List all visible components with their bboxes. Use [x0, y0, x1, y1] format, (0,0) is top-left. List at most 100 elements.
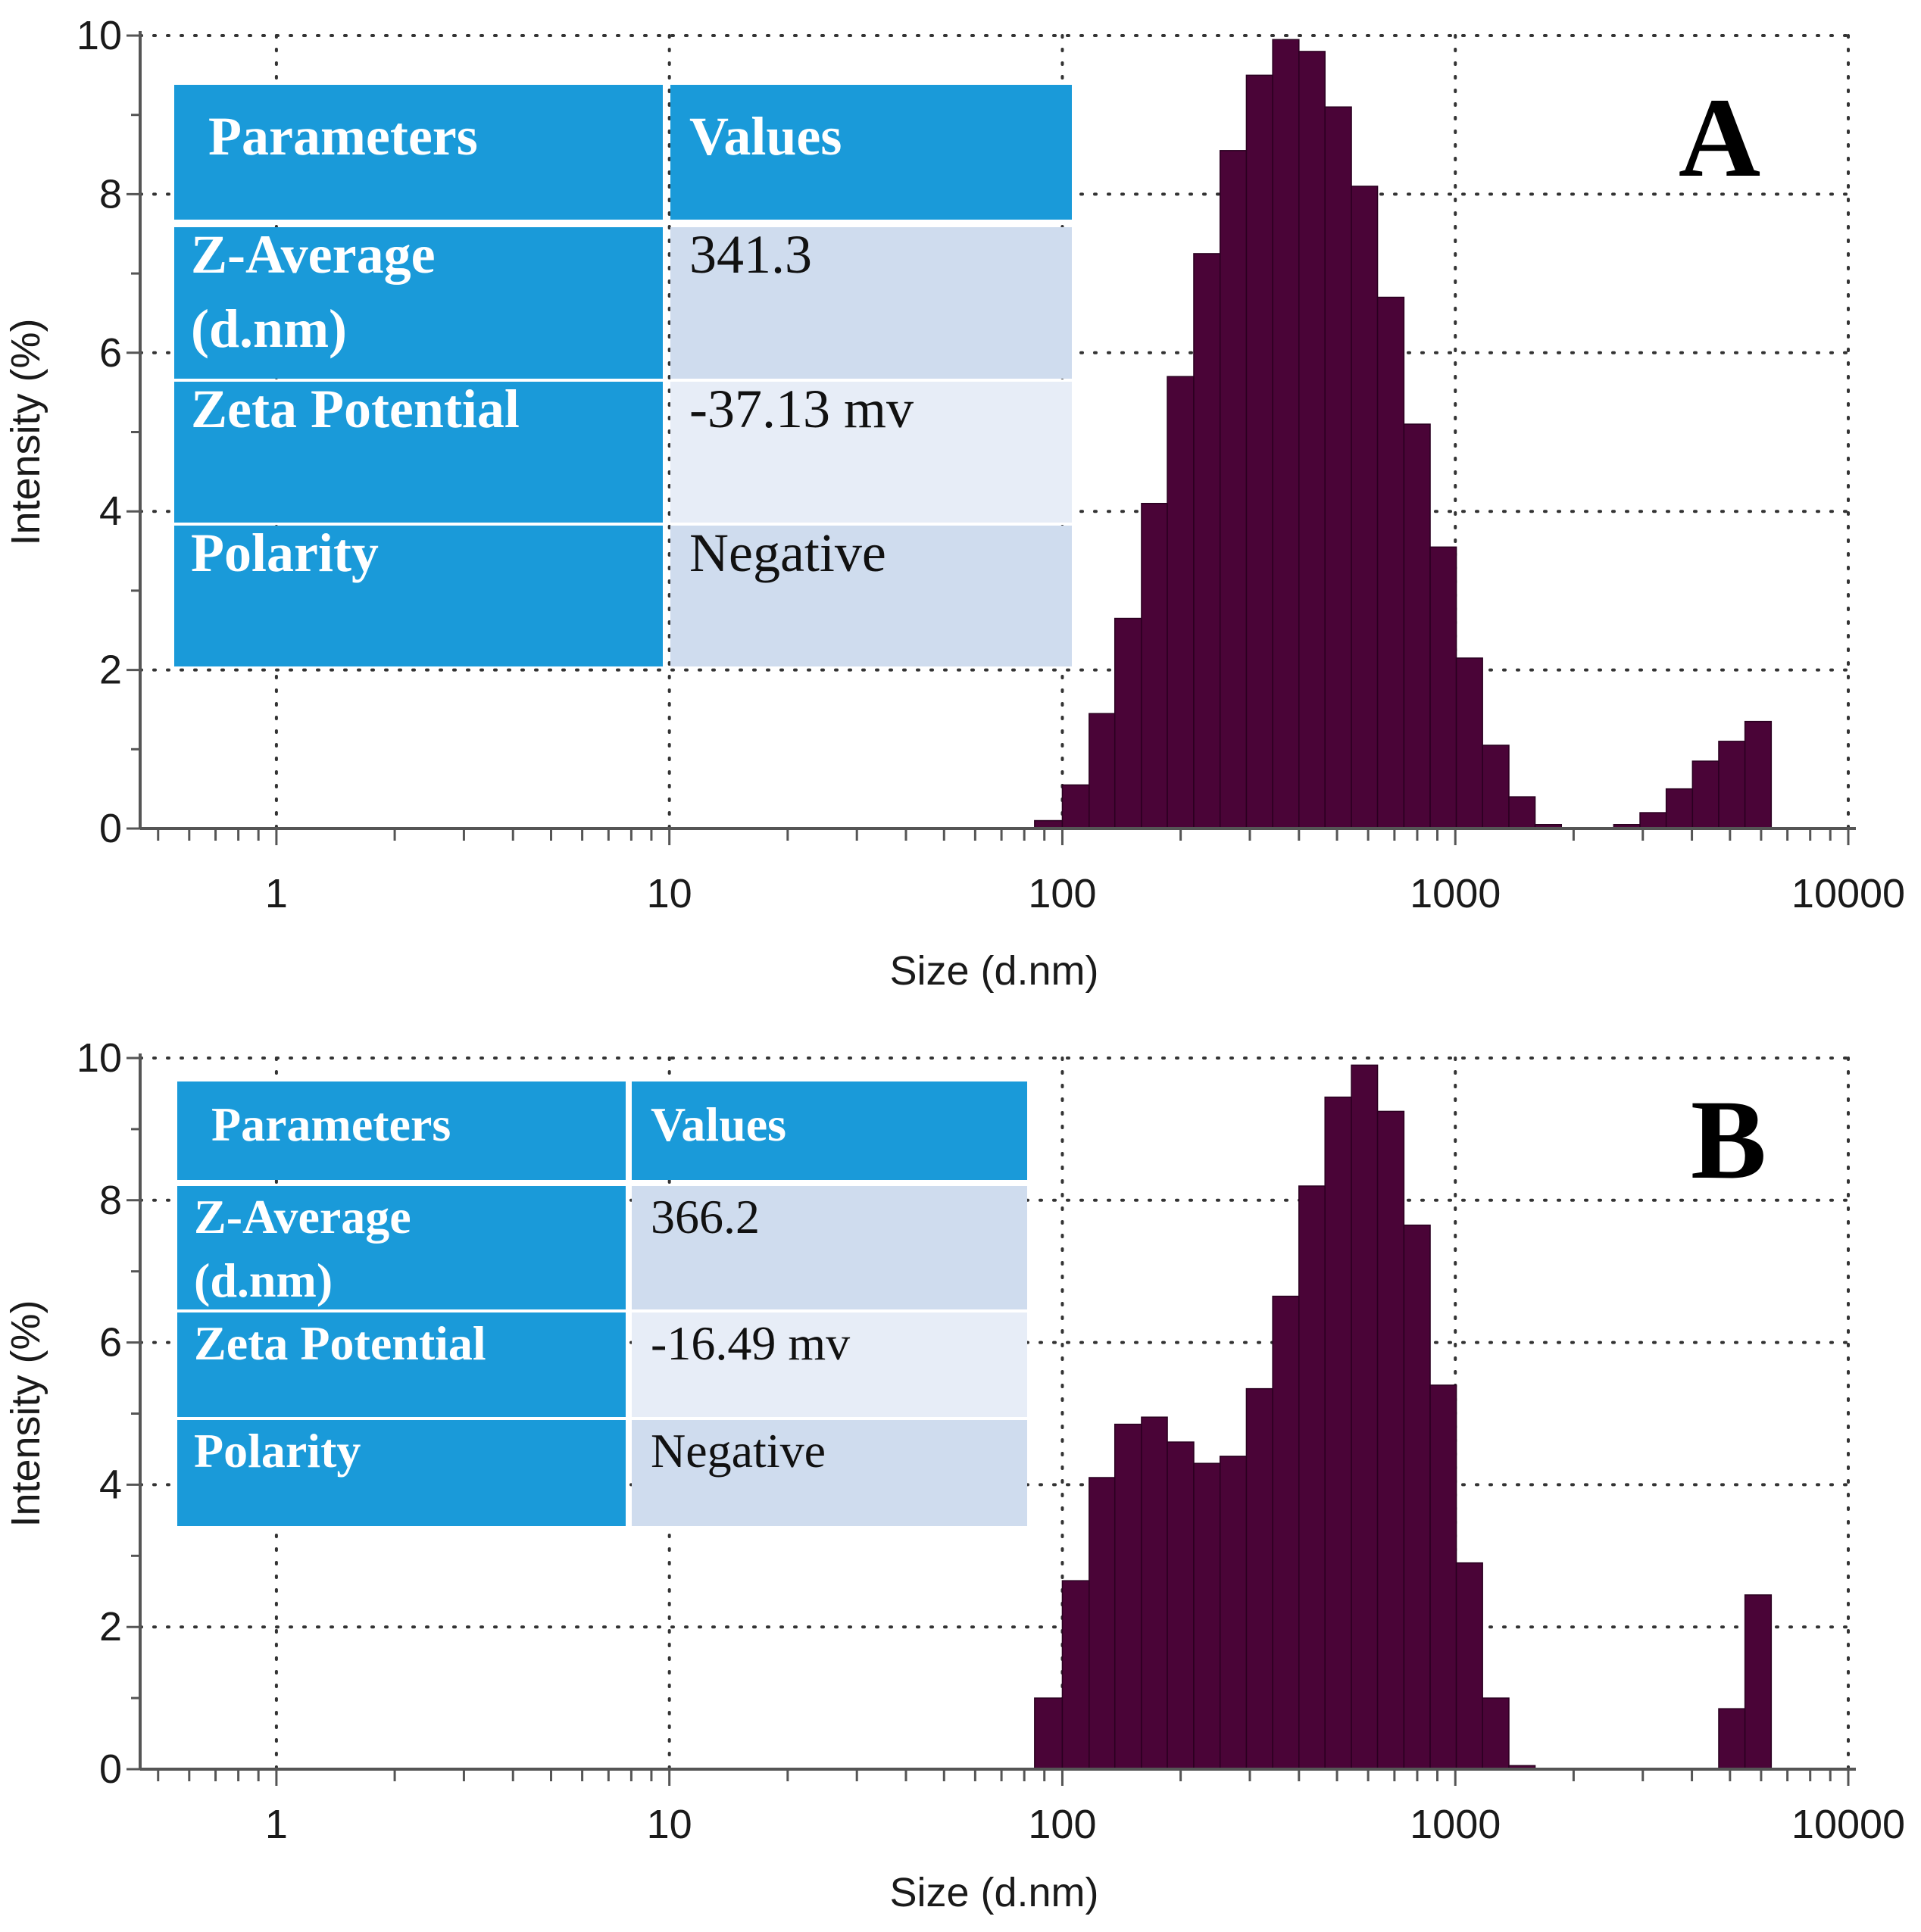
panel-a: 0 2 4 6 8 10 1 10 100 1000 10000 Size (d.nm) Intensi…	[3, 13, 1905, 994]
table-value-text: Negative	[689, 523, 886, 583]
histogram-bar	[1429, 546, 1457, 829]
y-tick-label: 10	[77, 13, 122, 58]
y-axis-title: Intensity (%)	[3, 318, 48, 545]
table-value-cell	[670, 227, 1072, 379]
histogram-bar	[1351, 1064, 1379, 1770]
table-value-cell	[632, 1312, 1027, 1417]
histogram-bar	[1429, 1384, 1457, 1770]
table-value-text: 341.3	[689, 224, 812, 285]
histogram-bar	[1061, 784, 1090, 829]
table-param-label: Z-Average	[194, 1190, 411, 1244]
y-tick-label: 6	[99, 330, 122, 376]
panel-letter: B	[1691, 1077, 1766, 1203]
histogram-bar	[1455, 657, 1483, 829]
table-param-label: Zeta Potential	[194, 1316, 486, 1370]
x-tick-label: 10000	[1791, 871, 1905, 916]
x-tick-label: 10	[647, 1802, 692, 1847]
histogram-bar	[1245, 74, 1273, 829]
y-tick-label: 2	[99, 1604, 122, 1650]
x-tick-label: 100	[1028, 1802, 1096, 1847]
table-header-parameters: Parameters	[211, 1097, 451, 1151]
histogram-bar	[1061, 1580, 1090, 1770]
histogram-bar	[1351, 186, 1379, 829]
panel-b: 0 2 4 6 8 10 1 10 100 1000 10000 Size (d.nm) Intensi…	[3, 1035, 1905, 1915]
table-value-text: -37.13 mv	[689, 379, 914, 439]
histogram-bar	[1403, 423, 1431, 829]
table-header-cell	[670, 85, 1072, 220]
x-axis-title: Size (d.nm)	[889, 948, 1098, 994]
histogram-bar	[1455, 1562, 1483, 1770]
histogram-bar	[1245, 1387, 1273, 1770]
histogram-bar	[1376, 1110, 1405, 1770]
x-tick-label: 10	[647, 871, 692, 916]
histogram-bar	[1167, 1441, 1195, 1770]
table-header-parameters: Parameters	[208, 106, 478, 167]
histogram-bar	[1482, 1697, 1510, 1770]
table-param-cell	[177, 1420, 626, 1526]
parameters-table: Parameters Values Z-Average (d.nm) 366.2 Zeta…	[177, 1081, 1027, 1526]
x-tick-label: 1000	[1410, 1802, 1501, 1847]
histogram-bar	[1034, 1697, 1064, 1770]
y-tick-label: 0	[99, 806, 122, 851]
x-tick-label: 1000	[1410, 871, 1501, 916]
histogram-bar	[1403, 1224, 1431, 1770]
table-value-text: -16.49 mv	[651, 1316, 850, 1370]
histogram-bar	[1272, 39, 1300, 829]
histogram-bar	[1376, 296, 1405, 829]
y-tick-label: 6	[99, 1320, 122, 1366]
histogram-bar	[1298, 1185, 1326, 1770]
histogram-bar	[1089, 713, 1116, 829]
table-value-cell	[670, 526, 1072, 666]
x-tick-label: 100	[1028, 871, 1096, 916]
histogram-bar	[1744, 1594, 1773, 1770]
histogram-bar	[1324, 1096, 1352, 1770]
table-param-cell	[174, 526, 663, 666]
histogram-bar	[1718, 741, 1746, 829]
table-param-label: Zeta Potential	[191, 379, 520, 439]
histogram-bar	[1508, 796, 1536, 829]
table-header-cell	[177, 1081, 626, 1180]
histogram-bar	[1114, 1423, 1142, 1770]
y-tick-label: 4	[99, 488, 122, 534]
x-axis-title: Size (d.nm)	[889, 1870, 1098, 1915]
table-header-cell	[174, 85, 663, 220]
table-param-label: Z-Average	[191, 224, 436, 285]
y-tick-label: 4	[99, 1462, 122, 1507]
table-param-cell	[177, 1186, 626, 1309]
histogram-bar	[1744, 720, 1773, 829]
histogram-bar	[1298, 51, 1326, 829]
histogram-bar	[1141, 502, 1168, 829]
histogram-bar	[1114, 617, 1142, 829]
table-param-cell	[177, 1312, 626, 1417]
histogram-bar	[1193, 253, 1221, 829]
histogram-bar	[1219, 150, 1248, 829]
table-param-cell	[174, 382, 663, 523]
table-param-label: Polarity	[191, 523, 379, 583]
histogram-bar	[1639, 812, 1667, 829]
table-value-text: Negative	[651, 1424, 826, 1478]
histogram-bar	[1219, 1456, 1248, 1770]
table-header-cell	[632, 1081, 1027, 1180]
table-value-text: 366.2	[651, 1190, 760, 1244]
histogram-bar	[1718, 1708, 1746, 1770]
table-param-label: Polarity	[194, 1424, 361, 1478]
histogram-bar	[1482, 744, 1510, 829]
y-tick-label: 2	[99, 648, 122, 693]
histogram-bar	[1272, 1295, 1300, 1770]
y-tick-label: 8	[99, 171, 122, 217]
table-header-values: Values	[651, 1097, 786, 1151]
y-tick-label: 8	[99, 1178, 122, 1223]
panel-letter: A	[1679, 75, 1760, 201]
table-param-label-line2: (d.nm)	[194, 1253, 333, 1307]
parameters-table: Parameters Values Z-Average (d.nm) 341.3 Zeta…	[174, 85, 1072, 666]
table-value-cell	[632, 1420, 1027, 1526]
y-axis-title: Intensity (%)	[3, 1300, 48, 1527]
table-header-values: Values	[689, 106, 842, 167]
histogram-bar	[1324, 106, 1352, 829]
histogram-bar	[1141, 1416, 1168, 1770]
histogram-bar	[1167, 376, 1195, 829]
histogram-bar	[1089, 1477, 1116, 1770]
y-tick-label: 10	[77, 1035, 122, 1081]
table-param-cell	[174, 227, 663, 379]
